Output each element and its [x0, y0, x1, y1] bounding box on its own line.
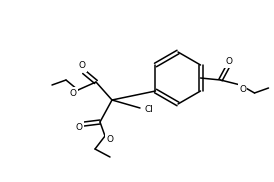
Text: Cl: Cl [145, 104, 153, 114]
Text: O: O [78, 62, 85, 70]
Text: O: O [107, 134, 113, 143]
Text: O: O [70, 88, 76, 98]
Text: O: O [225, 58, 232, 66]
Text: O: O [76, 122, 82, 132]
Text: O: O [239, 84, 246, 94]
